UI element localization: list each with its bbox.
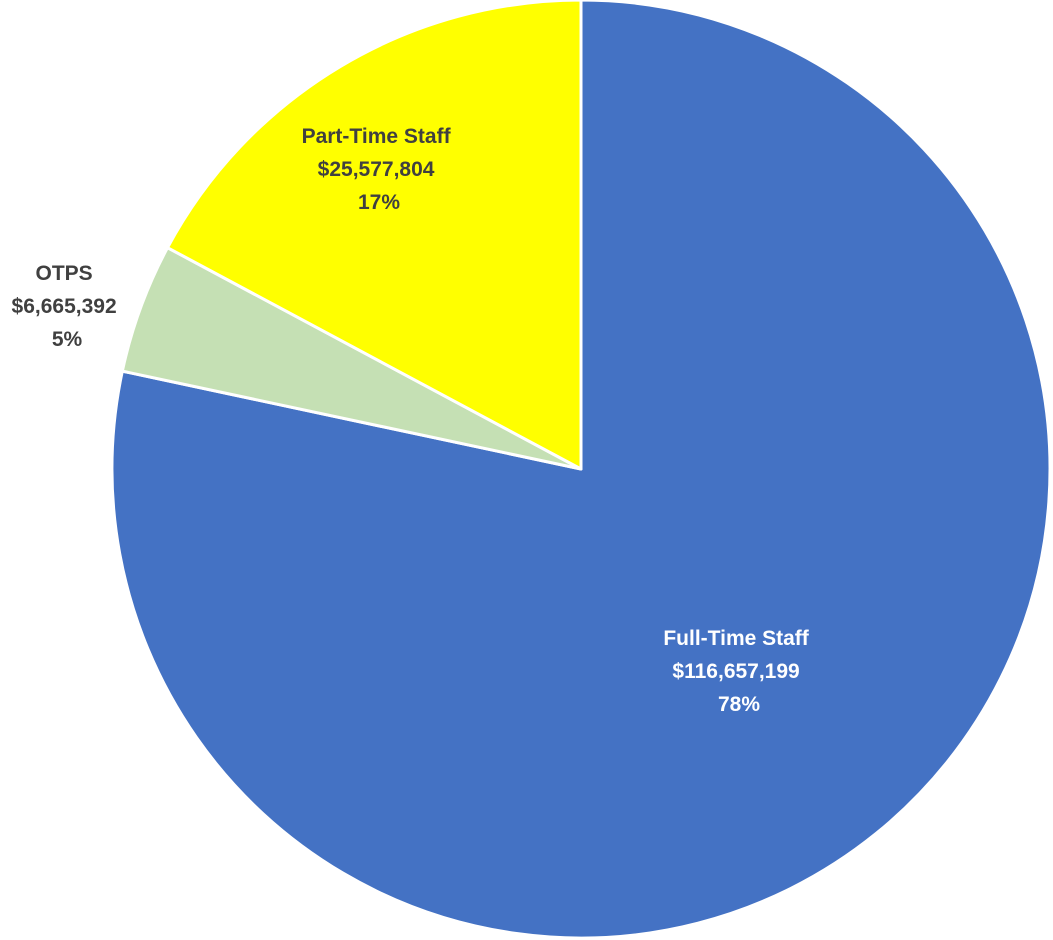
label-part-time-staff: Part-Time Staff $25,577,804 17% bbox=[302, 125, 457, 214]
slice-percent: 78% bbox=[718, 693, 760, 716]
pie-slices bbox=[110, 0, 1052, 940]
label-full-time-staff: Full-Time Staff $116,657,199 78% bbox=[663, 627, 814, 716]
slice-value: $6,665,392 bbox=[12, 295, 117, 318]
slice-name: Full-Time Staff bbox=[663, 627, 809, 650]
slice-value: $116,657,199 bbox=[672, 660, 799, 683]
slice-percent: 5% bbox=[52, 328, 83, 351]
slice-value: $25,577,804 bbox=[318, 158, 435, 181]
slice-name: OTPS bbox=[35, 262, 92, 285]
label-otps: OTPS $6,665,392 5% bbox=[12, 262, 123, 351]
slice-name: Part-Time Staff bbox=[302, 125, 452, 148]
pie-slice-part-time-staff bbox=[166, 0, 583, 471]
slice-percent: 17% bbox=[358, 191, 400, 214]
